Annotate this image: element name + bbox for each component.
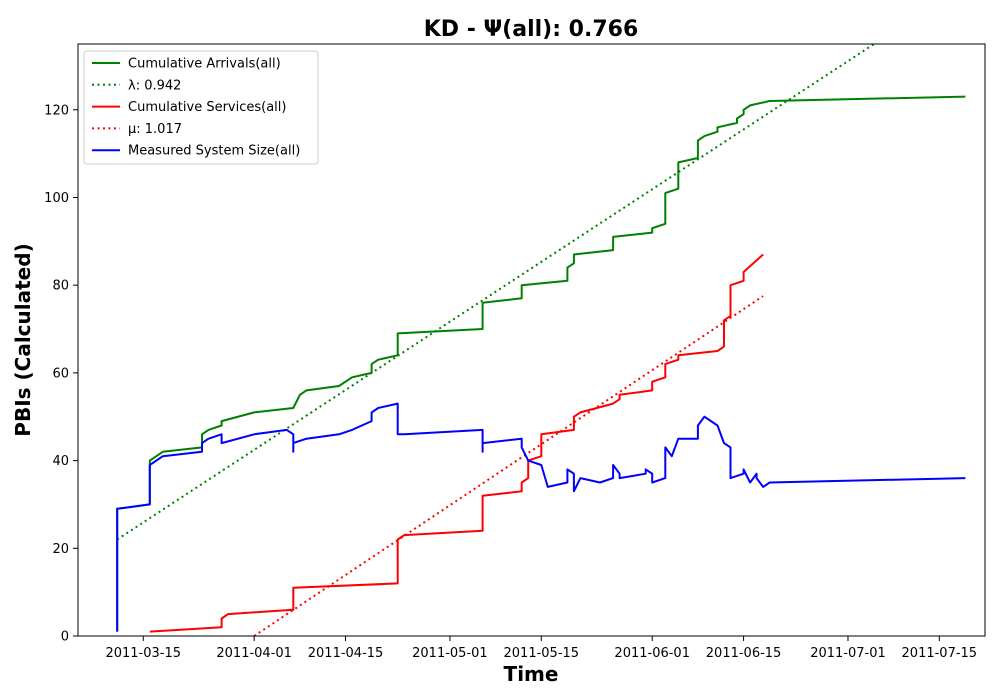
y-tick-label: 80 bbox=[52, 279, 69, 294]
x-tick-label: 2011-06-15 bbox=[706, 646, 782, 661]
y-tick-label: 120 bbox=[44, 103, 69, 118]
series-line-3 bbox=[253, 295, 764, 636]
legend-label: Measured System Size(all) bbox=[128, 144, 300, 159]
y-axis-title: PBIs (Calculated) bbox=[11, 243, 35, 436]
legend-label: μ: 1.017 bbox=[128, 122, 182, 137]
x-tick-label: 2011-05-01 bbox=[412, 646, 488, 661]
legend-label: λ: 0.942 bbox=[128, 78, 181, 93]
series-line-1 bbox=[116, 44, 875, 541]
x-tick-label: 2011-04-15 bbox=[308, 646, 384, 661]
series-line-0 bbox=[116, 95, 966, 632]
plot-area-frame bbox=[77, 43, 986, 637]
y-tick-label: 20 bbox=[52, 542, 69, 557]
x-tick-label: 2011-05-15 bbox=[504, 646, 580, 661]
chart-title: KD - Ψ(all): 0.766 bbox=[424, 17, 639, 42]
y-tick-label: 60 bbox=[52, 366, 69, 381]
series-line-2 bbox=[149, 253, 764, 633]
y-tick-label: 0 bbox=[61, 630, 69, 645]
y-tick-label: 100 bbox=[44, 191, 69, 206]
x-axis: 2011-03-15 2011-04-01 2011-04-15 2011-05-01… bbox=[105, 636, 977, 661]
x-tick-label: 2011-06-01 bbox=[614, 646, 690, 661]
y-tick-label: 40 bbox=[52, 454, 69, 469]
x-tick-label: 2011-03-15 bbox=[105, 646, 181, 661]
x-tick-label: 2011-07-01 bbox=[810, 646, 886, 661]
legend-label: Cumulative Arrivals(all) bbox=[128, 57, 281, 72]
x-tick-label: 2011-04-01 bbox=[216, 646, 292, 661]
series-layer bbox=[116, 44, 966, 636]
y-axis: 0 20 40 60 80 100 120 bbox=[44, 103, 78, 645]
x-tick-label: 2011-07-15 bbox=[902, 646, 978, 661]
legend-box bbox=[83, 50, 319, 165]
series-line-4 bbox=[116, 402, 966, 632]
legend-label: Cumulative Services(all) bbox=[128, 100, 286, 115]
legend: Cumulative Arrivals(all) λ: 0.942 Cumulati… bbox=[83, 50, 319, 165]
x-axis-title: Time bbox=[504, 662, 559, 686]
